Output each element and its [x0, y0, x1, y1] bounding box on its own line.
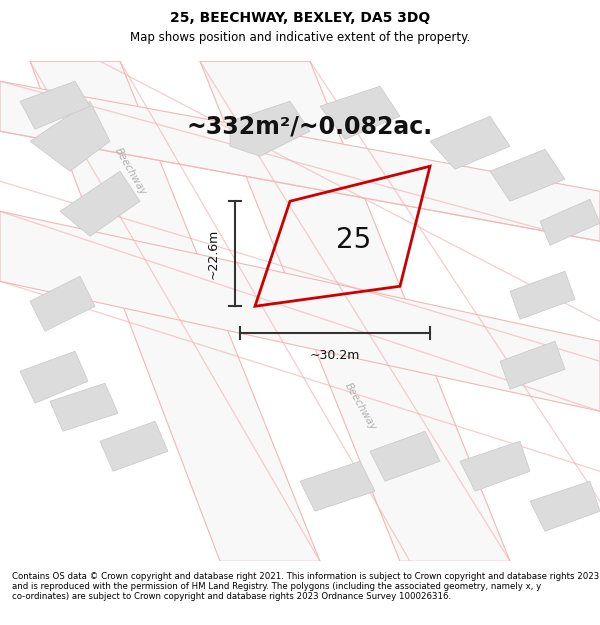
Polygon shape: [60, 171, 140, 236]
Polygon shape: [20, 81, 90, 129]
Polygon shape: [100, 421, 168, 471]
Text: 25, BEECHWAY, BEXLEY, DA5 3DQ: 25, BEECHWAY, BEXLEY, DA5 3DQ: [170, 11, 430, 24]
Polygon shape: [50, 383, 118, 431]
Polygon shape: [230, 101, 310, 156]
Polygon shape: [370, 431, 440, 481]
Polygon shape: [510, 271, 575, 319]
Polygon shape: [320, 86, 400, 139]
Polygon shape: [30, 101, 110, 171]
Polygon shape: [30, 276, 95, 331]
Text: Contains OS data © Crown copyright and database right 2021. This information is : Contains OS data © Crown copyright and d…: [12, 572, 599, 601]
Polygon shape: [490, 149, 565, 201]
Text: 25: 25: [336, 226, 371, 254]
Text: Beechway: Beechway: [343, 381, 377, 432]
Text: ~30.2m: ~30.2m: [310, 349, 360, 362]
Polygon shape: [0, 211, 600, 411]
Text: Beechway: Beechway: [112, 146, 148, 197]
Polygon shape: [500, 341, 565, 389]
Polygon shape: [0, 81, 600, 241]
Polygon shape: [460, 441, 530, 491]
Polygon shape: [430, 116, 510, 169]
Polygon shape: [20, 351, 88, 403]
Polygon shape: [300, 461, 375, 511]
Polygon shape: [530, 481, 600, 531]
Polygon shape: [540, 199, 600, 245]
Text: Map shows position and indicative extent of the property.: Map shows position and indicative extent…: [130, 31, 470, 44]
Text: ~22.6m: ~22.6m: [206, 229, 220, 279]
Polygon shape: [30, 61, 320, 561]
Text: ~332m²/~0.082ac.: ~332m²/~0.082ac.: [187, 114, 433, 138]
Polygon shape: [200, 61, 510, 561]
